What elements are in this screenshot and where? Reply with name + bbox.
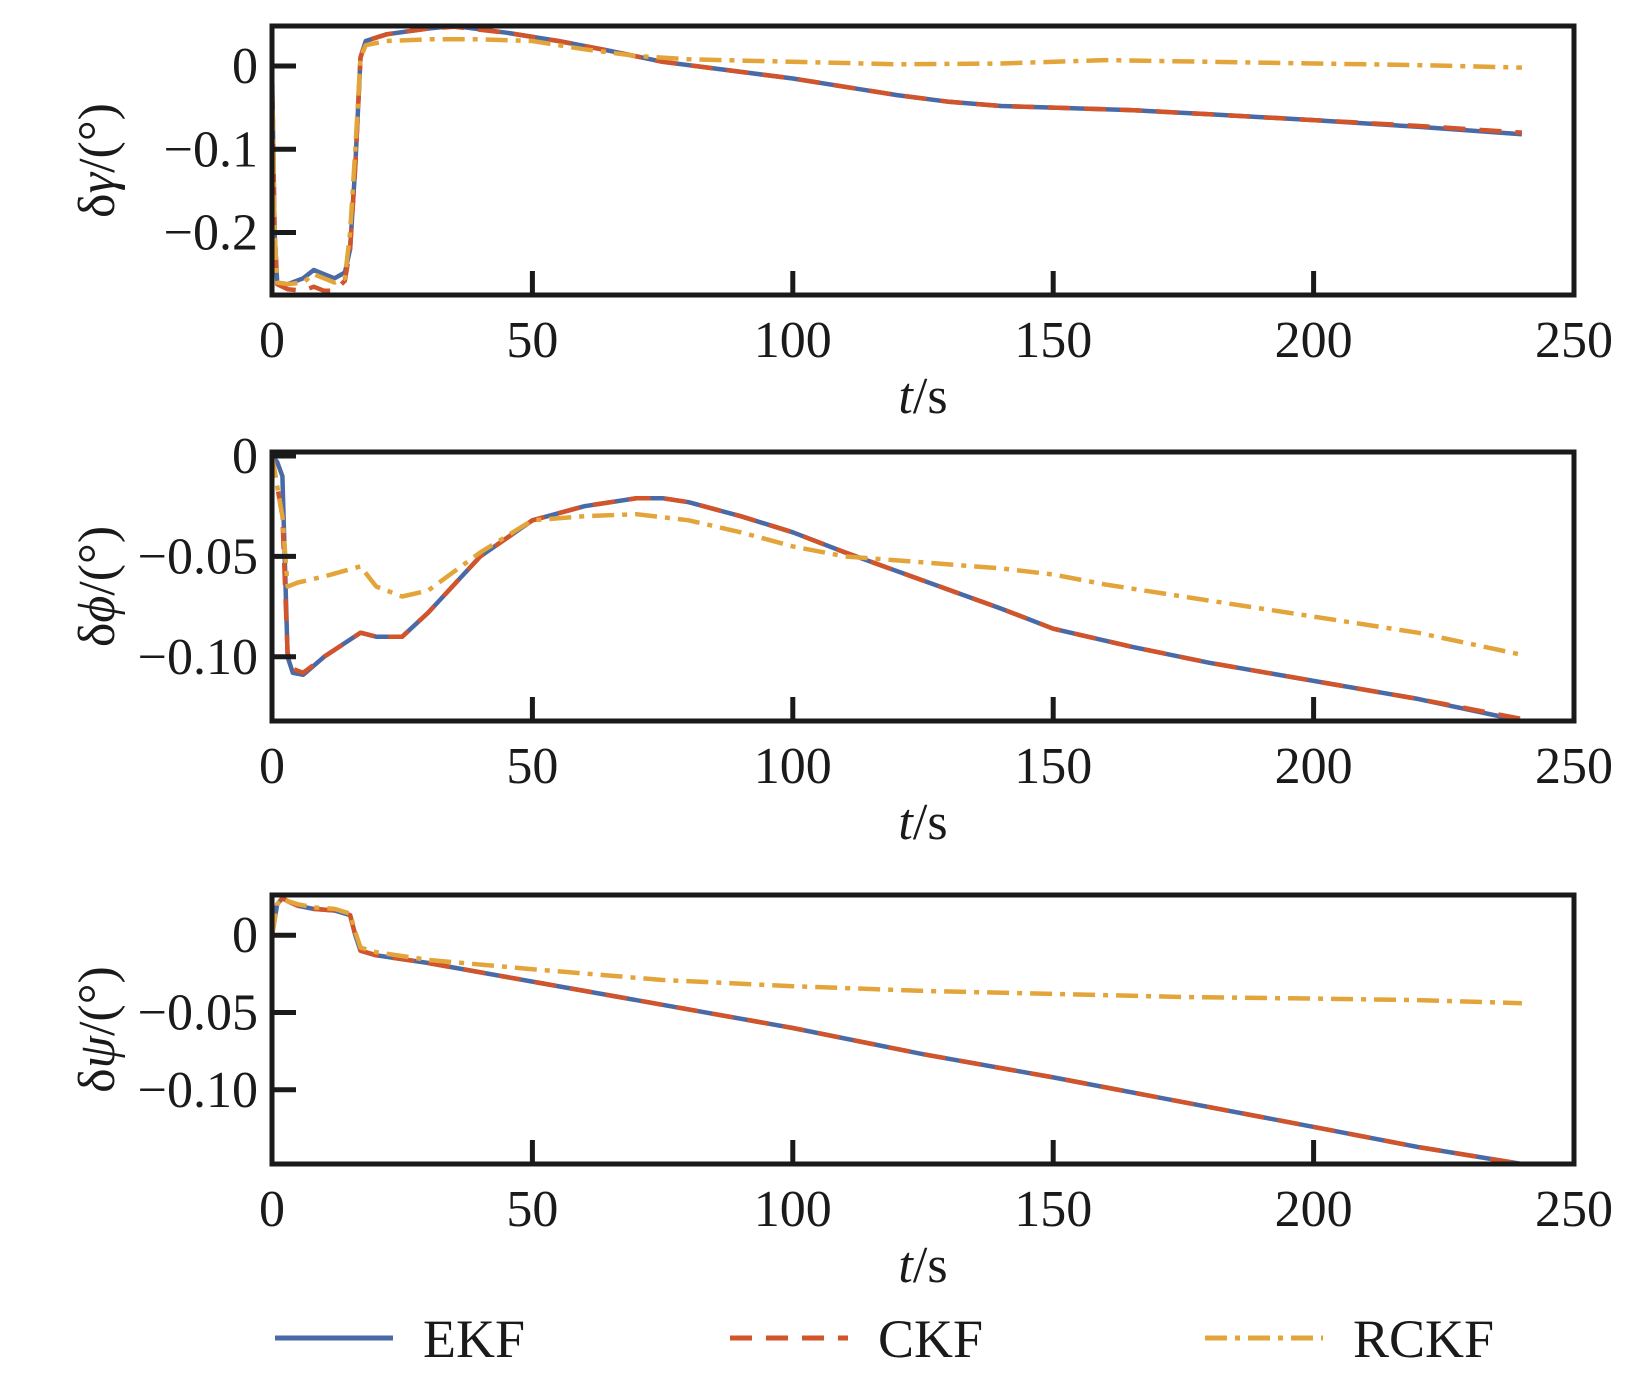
series-line-ckf xyxy=(272,895,1523,1164)
legend-label: EKF xyxy=(423,1309,525,1369)
legend: EKF CKF RCKF xyxy=(275,1309,1494,1369)
legend-entry-rckf: RCKF xyxy=(1205,1309,1494,1369)
y-tick-label: 0 xyxy=(232,907,258,964)
x-tick-label: 200 xyxy=(1275,312,1353,369)
x-tick-label: 50 xyxy=(506,312,558,369)
x-tick-label: 200 xyxy=(1275,738,1353,795)
x-tick-label: 150 xyxy=(1014,1181,1092,1238)
y-tick-label: 0 xyxy=(232,38,258,95)
legend-entry-ckf: CKF xyxy=(730,1309,983,1369)
y-axis-label: δγ/(°) xyxy=(69,103,126,218)
series-line-rckf xyxy=(272,455,1523,658)
series-group xyxy=(272,895,1523,1164)
subplot-psi: 0 50 100 150 200 250 0 −0.05 −0.10 t/s δψ/(°) xyxy=(69,892,1613,1294)
y-tick-label: −0.05 xyxy=(138,984,258,1041)
y-tick-label: −0.1 xyxy=(164,121,258,178)
series-line-ekf xyxy=(272,895,1523,1164)
x-tick-label: 100 xyxy=(754,1181,832,1238)
y-tick-label: −0.10 xyxy=(138,629,258,686)
series-line-ckf xyxy=(272,455,1523,721)
x-axis-label: t/s xyxy=(898,794,947,851)
x-tick-label: 150 xyxy=(1014,738,1092,795)
x-tick-label: 50 xyxy=(506,1181,558,1238)
y-tick-label: −0.05 xyxy=(138,528,258,585)
y-axis-label: δψ/(°) xyxy=(69,966,126,1093)
y-tick-label: −0.10 xyxy=(138,1062,258,1119)
x-tick-label: 0 xyxy=(259,312,285,369)
axes-frame xyxy=(269,892,1577,1167)
subplot-phi: 0 50 100 150 200 250 0 −0.05 −0.10 t/s δϕ/(°) xyxy=(69,428,1613,851)
subplots: 0 50 100 150 200 250 0 −0.1 −0.2 t/s δγ/(°) 0 50 100 1… xyxy=(69,23,1613,1294)
x-tick-label: 200 xyxy=(1275,1181,1353,1238)
series-line-rckf xyxy=(272,37,1522,287)
x-axis-label: t/s xyxy=(898,1237,947,1294)
y-tick-label: 0 xyxy=(232,428,258,485)
x-tick-label: 0 xyxy=(259,738,285,795)
x-tick-label: 150 xyxy=(1014,312,1092,369)
x-tick-label: 50 xyxy=(506,738,558,795)
x-tick-label: 250 xyxy=(1535,738,1613,795)
x-tick-label: 100 xyxy=(754,312,832,369)
series-group xyxy=(272,26,1523,294)
series-line-rckf xyxy=(272,895,1522,1006)
legend-label: RCKF xyxy=(1353,1309,1494,1369)
subplot-gamma: 0 50 100 150 200 250 0 −0.1 −0.2 t/s δγ/(°) xyxy=(69,23,1613,425)
axes-frame xyxy=(269,449,1577,724)
x-tick-label: 100 xyxy=(754,738,832,795)
y-tick-label: −0.2 xyxy=(164,205,258,262)
x-axis-label: t/s xyxy=(898,368,947,425)
series-line-ckf xyxy=(272,26,1523,294)
series-group xyxy=(272,454,1523,721)
legend-label: CKF xyxy=(878,1309,983,1369)
y-axis-label: δϕ/(°) xyxy=(69,526,126,647)
x-tick-label: 250 xyxy=(1535,312,1613,369)
series-line-ekf xyxy=(272,454,1523,721)
legend-entry-ekf: EKF xyxy=(275,1309,525,1369)
axes-frame xyxy=(269,23,1577,298)
x-tick-label: 0 xyxy=(259,1181,285,1238)
x-tick-label: 250 xyxy=(1535,1181,1613,1238)
